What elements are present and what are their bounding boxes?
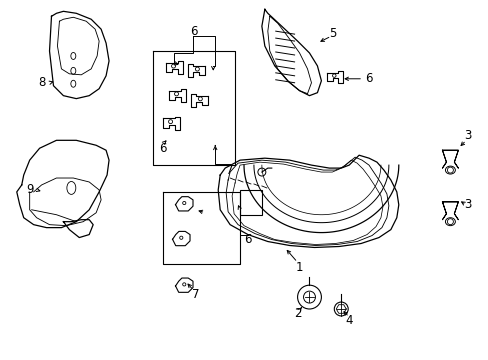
Text: 7: 7 bbox=[226, 163, 233, 176]
Text: 2: 2 bbox=[293, 307, 301, 320]
Bar bbox=[240, 190, 262, 215]
Text: 4: 4 bbox=[345, 314, 352, 327]
Text: 8: 8 bbox=[38, 76, 45, 89]
Text: 3: 3 bbox=[464, 198, 471, 211]
Text: 6: 6 bbox=[189, 24, 197, 38]
Text: 6: 6 bbox=[159, 142, 166, 155]
Text: 7: 7 bbox=[191, 288, 199, 301]
Text: 3: 3 bbox=[464, 129, 471, 142]
Text: 6: 6 bbox=[365, 72, 372, 85]
Text: 5: 5 bbox=[329, 27, 336, 40]
Text: 1: 1 bbox=[295, 261, 303, 274]
Text: 6: 6 bbox=[244, 233, 251, 246]
Text: 9: 9 bbox=[26, 184, 33, 197]
